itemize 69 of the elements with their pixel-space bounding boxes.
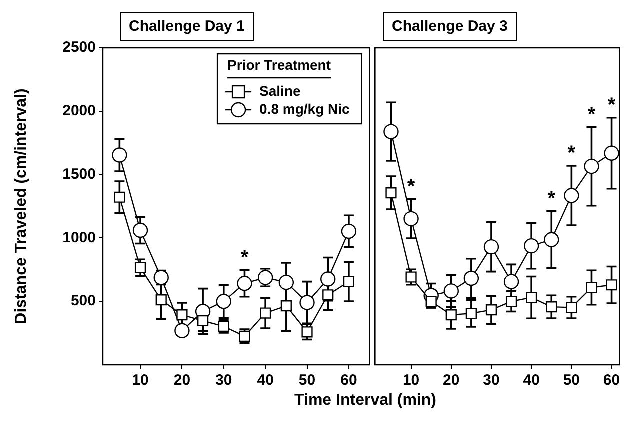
point (546, 302, 558, 313)
point (484, 239, 500, 255)
x-tick-label: 10 (402, 372, 420, 390)
point (504, 274, 520, 290)
y-tick-label: 1500 (62, 166, 96, 183)
point (606, 280, 618, 291)
point (320, 272, 336, 287)
x-tick-label: 60 (603, 372, 620, 390)
point (404, 211, 419, 227)
point (132, 222, 148, 238)
point (464, 270, 480, 286)
point (260, 308, 272, 319)
point (216, 294, 232, 310)
point (300, 295, 315, 310)
point (446, 309, 457, 321)
point (566, 302, 578, 314)
point (486, 304, 498, 316)
x-tick-label: 30 (483, 372, 500, 390)
x-tick-label: 20 (443, 372, 460, 390)
point (586, 282, 598, 294)
point (343, 276, 355, 288)
point (604, 146, 620, 161)
y-tick-label: 2000 (62, 102, 96, 120)
x-tick-label: 40 (523, 372, 540, 390)
point (384, 124, 399, 140)
y-tick-label: 500 (70, 292, 96, 310)
point (112, 148, 128, 163)
annotation: * (548, 188, 556, 210)
annotation: * (568, 142, 576, 164)
legend-label: Saline (260, 82, 301, 99)
annotation: * (588, 104, 596, 126)
point (322, 290, 334, 301)
point (114, 192, 126, 203)
point (156, 294, 167, 306)
x-tick-label: 60 (340, 372, 358, 390)
legend-label: 0.8 mg/kg Nic (260, 100, 350, 117)
annotation: * (407, 176, 416, 198)
chart-title: Challenge Day 3 (383, 12, 517, 41)
y-tick-label: 2500 (62, 39, 96, 56)
point (174, 323, 190, 338)
x-tick-label: 10 (132, 372, 149, 390)
point (278, 274, 294, 290)
annotation: * (240, 246, 249, 269)
x-axis-title: Time Interval (min) (294, 392, 438, 410)
point (444, 284, 459, 299)
point (237, 276, 252, 292)
x-tick-label: 50 (563, 372, 580, 390)
x-tick-label: 20 (174, 372, 191, 390)
point (506, 296, 518, 308)
point (198, 315, 209, 327)
point (280, 300, 292, 312)
point (176, 309, 188, 321)
legend-title: Prior Treatment (228, 56, 332, 73)
x-tick-label: 50 (298, 372, 316, 390)
point (584, 158, 600, 174)
point (341, 224, 357, 240)
point (526, 292, 538, 304)
x-tick-label: 30 (216, 372, 232, 390)
x-tick-label: 40 (257, 372, 274, 390)
chart-title: Challenge Day 1 (120, 12, 254, 41)
point (564, 188, 580, 204)
y-tick-label: 1000 (62, 229, 96, 246)
point (466, 308, 477, 320)
point (544, 232, 560, 248)
point (386, 188, 397, 199)
point (524, 238, 540, 254)
point (258, 270, 274, 286)
y-axis-title: Distance Traveled (cm/interval) (13, 88, 30, 324)
annotation: * (608, 94, 616, 116)
